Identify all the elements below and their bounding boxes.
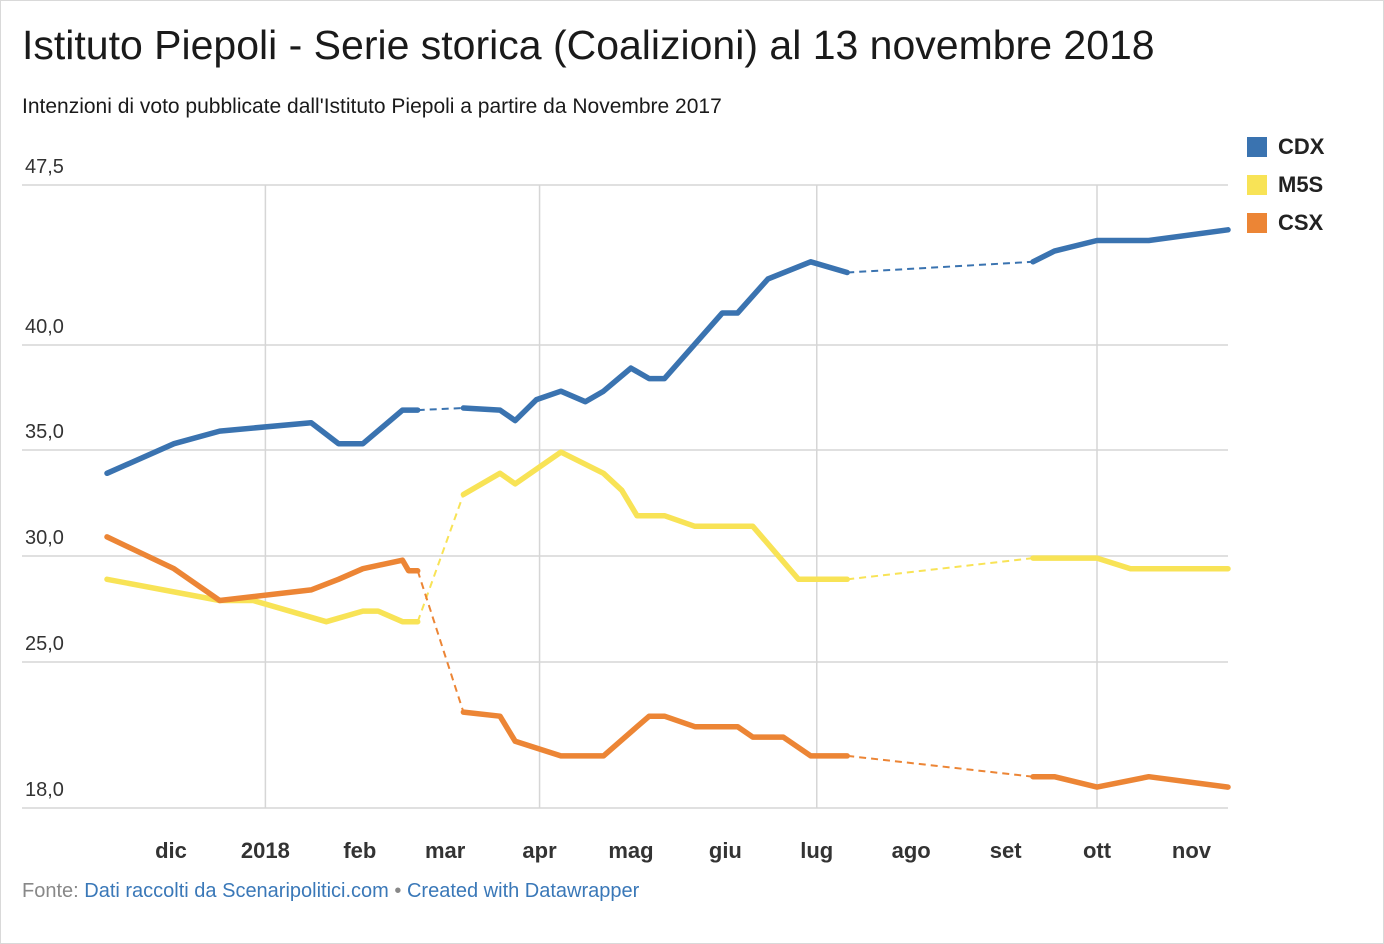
legend-item-cdx: CDX bbox=[1247, 128, 1324, 166]
series-line bbox=[1030, 555, 1231, 572]
x-tick-label: feb bbox=[343, 838, 376, 863]
x-axis-ticks: dic 2018 feb mar apr mag giu lug ago set ott nov bbox=[155, 838, 1212, 863]
x-tick-label: ott bbox=[1083, 838, 1112, 863]
series-line bbox=[104, 407, 421, 477]
footer-separator: • bbox=[394, 880, 402, 902]
y-tick-label: 47,5 bbox=[25, 156, 64, 178]
chart-title: Istituto Piepoli - Serie storica (Coaliz… bbox=[22, 22, 1155, 68]
y-tick-label: 40,0 bbox=[25, 316, 64, 338]
chart-subtitle: Intenzioni di voto pubblicate dall'Istit… bbox=[22, 95, 722, 118]
series-line bbox=[104, 576, 421, 625]
legend-item-csx: CSX bbox=[1247, 204, 1324, 242]
series-gap-dashed bbox=[847, 754, 1034, 778]
y-tick-label: 35,0 bbox=[25, 421, 64, 443]
legend-item-m5s: M5S bbox=[1247, 166, 1324, 204]
series-gap-dashed bbox=[416, 494, 465, 623]
x-tick-label: 2018 bbox=[241, 838, 290, 863]
series-line bbox=[460, 709, 850, 759]
x-tick-label: set bbox=[990, 838, 1022, 863]
x-tick-label: nov bbox=[1172, 838, 1212, 863]
series-csx bbox=[104, 534, 1231, 790]
x-tick-label: giu bbox=[709, 838, 742, 863]
legend-label-cdx: CDX bbox=[1278, 134, 1325, 159]
y-tick-label: 30,0 bbox=[25, 527, 64, 549]
series-line bbox=[460, 259, 850, 424]
y-axis-ticks: 18,0 25,0 30,0 35,0 40,0 47,5 bbox=[25, 156, 64, 801]
x-tick-label: dic bbox=[155, 838, 187, 863]
gridlines bbox=[22, 184, 1228, 809]
series-gap-dashed bbox=[847, 260, 1034, 274]
series-line bbox=[1030, 773, 1231, 790]
series-line bbox=[1030, 227, 1231, 265]
source-link[interactable]: Dati raccolti da Scenaripolitici.com bbox=[84, 880, 389, 902]
legend-swatch-cdx bbox=[1247, 137, 1267, 157]
x-tick-label: ago bbox=[892, 838, 931, 863]
legend: CDX M5S CSX bbox=[1247, 128, 1324, 242]
datawrapper-credit-link[interactable]: Created with Datawrapper bbox=[406, 880, 640, 902]
x-tick-label: lug bbox=[800, 838, 833, 863]
series-lines bbox=[104, 227, 1231, 790]
legend-label-csx: CSX bbox=[1278, 210, 1324, 235]
y-tick-label: 18,0 bbox=[25, 779, 64, 801]
series-gap-dashed bbox=[847, 557, 1034, 581]
footer: Fonte: Dati raccolti da Scenaripolitici.… bbox=[22, 880, 639, 903]
series-line bbox=[460, 449, 850, 583]
legend-swatch-m5s bbox=[1247, 175, 1267, 195]
footer-source-prefix: Fonte: bbox=[22, 880, 79, 902]
series-gap-dashed bbox=[416, 570, 465, 713]
y-tick-label: 25,0 bbox=[25, 633, 64, 655]
legend-swatch-csx bbox=[1247, 213, 1267, 233]
series-gap-dashed bbox=[417, 407, 464, 412]
x-tick-label: apr bbox=[522, 838, 557, 863]
series-line bbox=[104, 534, 421, 604]
legend-label-m5s: M5S bbox=[1278, 172, 1324, 197]
x-tick-label: mag bbox=[608, 838, 653, 863]
x-tick-label: mar bbox=[425, 838, 466, 863]
series-cdx bbox=[104, 227, 1231, 477]
